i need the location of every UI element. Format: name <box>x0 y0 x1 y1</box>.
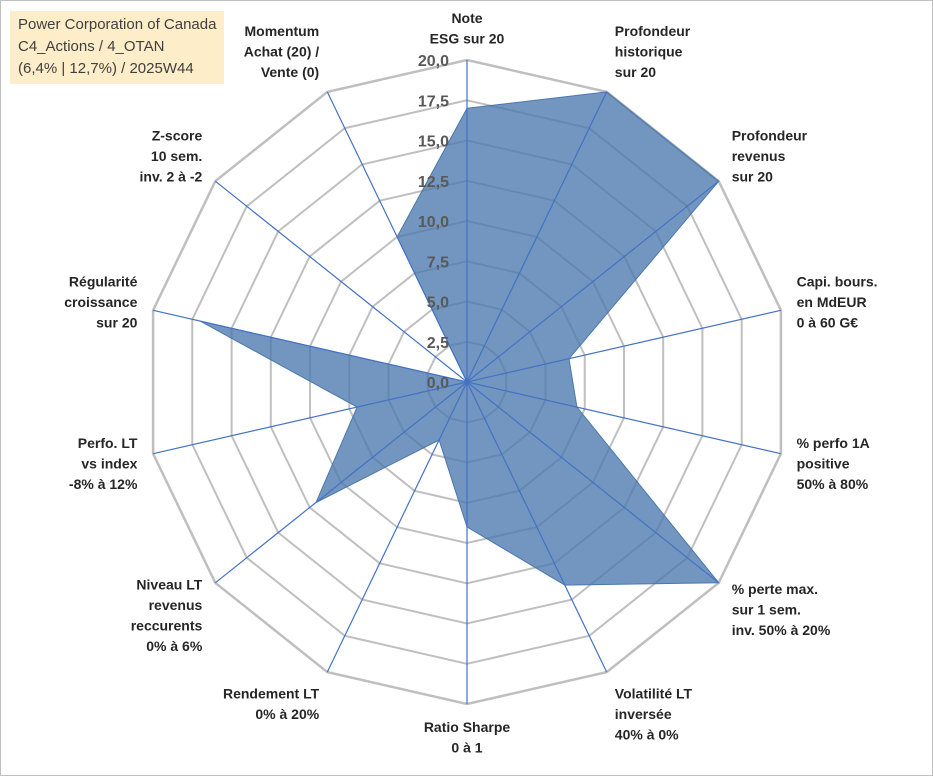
axis-spoke-3 <box>466 309 782 383</box>
axis-label-8: Rendement LT 0% à 20% <box>223 686 320 723</box>
tick-label: 2,5 <box>427 335 449 352</box>
axis-label-4: % perfo 1A positive 50% à 80% <box>797 435 870 492</box>
tick-label: 17,5 <box>418 93 449 110</box>
axis-label-0: Note ESG sur 20 <box>430 10 505 47</box>
axis-spoke-2 <box>466 180 720 383</box>
chart-subtitle-category: C4_Actions / 4_OTAN <box>18 38 165 55</box>
axis-label-11: Régularité croissance sur 20 <box>64 273 137 330</box>
tick-label: 15,0 <box>418 134 449 151</box>
axis-label-7: Ratio Sharpe 0 à 1 <box>424 719 511 756</box>
axis-spoke-13 <box>326 91 468 383</box>
axis-label-10: Perfo. LT vs index -8% à 12% <box>69 435 138 492</box>
axis-spoke-8 <box>326 381 468 673</box>
tick-label: 0,0 <box>427 375 449 392</box>
axis-label-6: Volatilité LT inversée 40% à 0% <box>615 686 693 743</box>
tick-label: 7,5 <box>427 254 449 271</box>
axis-spoke-10 <box>152 381 468 455</box>
axis-spoke-11 <box>152 309 468 383</box>
chart-title-box: Power Corporation of Canada C4_Actions /… <box>10 11 225 84</box>
axis-label-2: Profondeur revenus sur 20 <box>732 128 808 185</box>
axis-spoke-5 <box>466 381 720 584</box>
tick-label: 10,0 <box>418 214 449 231</box>
tick-label: 20,0 <box>418 53 449 70</box>
chart-subtitle-stats: (6,4% | 12,7%) / 2025W44 <box>18 60 194 77</box>
radar-spokes <box>152 60 782 704</box>
axis-label-13: Momentum Achat (20) / Vente (0) <box>244 23 320 80</box>
axis-label-5: % perte max. sur 1 sem. inv. 50% à 20% <box>732 581 831 638</box>
axis-spoke-9 <box>214 381 468 584</box>
axis-label-9: Niveau LT revenus reccurents 0% à 6% <box>131 577 203 655</box>
tick-label: 12,5 <box>418 174 449 191</box>
tick-label: 5,0 <box>427 295 449 312</box>
axis-spoke-4 <box>466 381 782 455</box>
axis-spoke-1 <box>466 91 608 383</box>
axis-spoke-6 <box>466 381 608 673</box>
radial-tick-labels: 0,0 2,5 5,0 7,5 10,0 12,5 15,0 17,5 20,0 <box>418 53 449 392</box>
axis-label-3: Capi. bours. en MdEUR 0 à 60 G€ <box>797 273 878 330</box>
axis-labels: Note ESG sur 20 Profondeur historique sur 20… <box>64 10 877 756</box>
chart-title: Power Corporation of Canada <box>18 16 217 33</box>
axis-spoke-12 <box>214 180 468 383</box>
axis-label-1: Profondeur historique sur 20 <box>615 23 691 80</box>
axis-label-12: Z-score 10 sem. inv. 2 à -2 <box>140 128 203 185</box>
